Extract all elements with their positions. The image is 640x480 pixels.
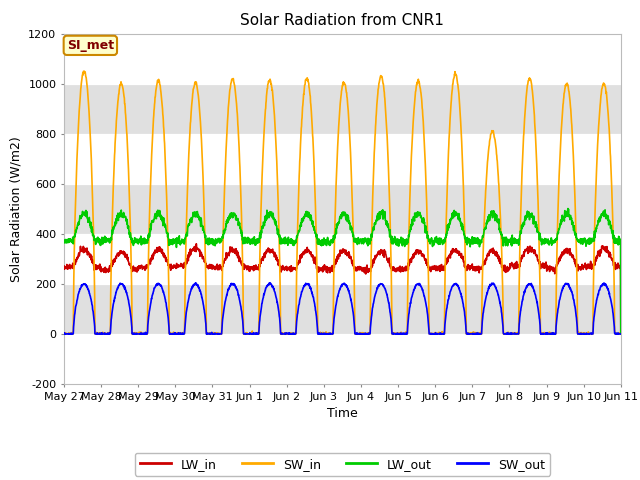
SW_in xyxy=(371,133,379,139)
SW_out xyxy=(505,331,513,336)
SW_in xyxy=(568,127,576,133)
Bar xyxy=(64,84,621,134)
LW_out xyxy=(371,220,378,226)
Bar xyxy=(64,284,621,334)
LW_out xyxy=(60,240,68,245)
Line: LW_out: LW_out xyxy=(64,208,621,334)
LW_in xyxy=(584,263,591,268)
LW_in xyxy=(193,241,200,247)
LW_in xyxy=(617,331,625,337)
SW_in xyxy=(80,68,88,74)
LW_out xyxy=(216,236,223,241)
Line: LW_in: LW_in xyxy=(64,244,621,334)
LW_in xyxy=(60,263,68,269)
Bar xyxy=(64,184,621,234)
Y-axis label: Solar Radiation (W/m2): Solar Radiation (W/m2) xyxy=(10,136,22,282)
Line: SW_in: SW_in xyxy=(64,71,621,334)
LW_in xyxy=(568,252,575,257)
SW_out xyxy=(60,331,68,336)
SW_out xyxy=(216,331,223,337)
LW_out xyxy=(617,331,625,337)
LW_in xyxy=(359,267,367,273)
X-axis label: Time: Time xyxy=(327,407,358,420)
SW_out xyxy=(61,331,69,337)
Text: SI_met: SI_met xyxy=(67,39,114,52)
SW_out xyxy=(568,289,576,295)
SW_out xyxy=(617,331,625,337)
Title: Solar Radiation from CNR1: Solar Radiation from CNR1 xyxy=(241,13,444,28)
SW_out xyxy=(371,293,379,299)
SW_in xyxy=(617,331,625,337)
SW_in xyxy=(584,331,591,337)
SW_in xyxy=(60,331,68,337)
LW_in xyxy=(504,265,512,271)
Line: SW_out: SW_out xyxy=(64,283,621,334)
SW_out xyxy=(584,331,591,337)
LW_out xyxy=(358,240,366,245)
SW_in xyxy=(60,331,68,336)
SW_in xyxy=(505,331,513,337)
SW_in xyxy=(216,331,223,336)
Legend: LW_in, SW_in, LW_out, SW_out: LW_in, SW_in, LW_out, SW_out xyxy=(134,453,550,476)
SW_out xyxy=(359,331,367,336)
LW_in xyxy=(371,255,379,261)
LW_out xyxy=(504,240,512,246)
LW_out xyxy=(564,205,572,211)
LW_out xyxy=(584,237,591,242)
LW_out xyxy=(568,222,575,228)
LW_in xyxy=(216,266,223,272)
SW_in xyxy=(359,331,367,336)
SW_out xyxy=(266,280,274,286)
